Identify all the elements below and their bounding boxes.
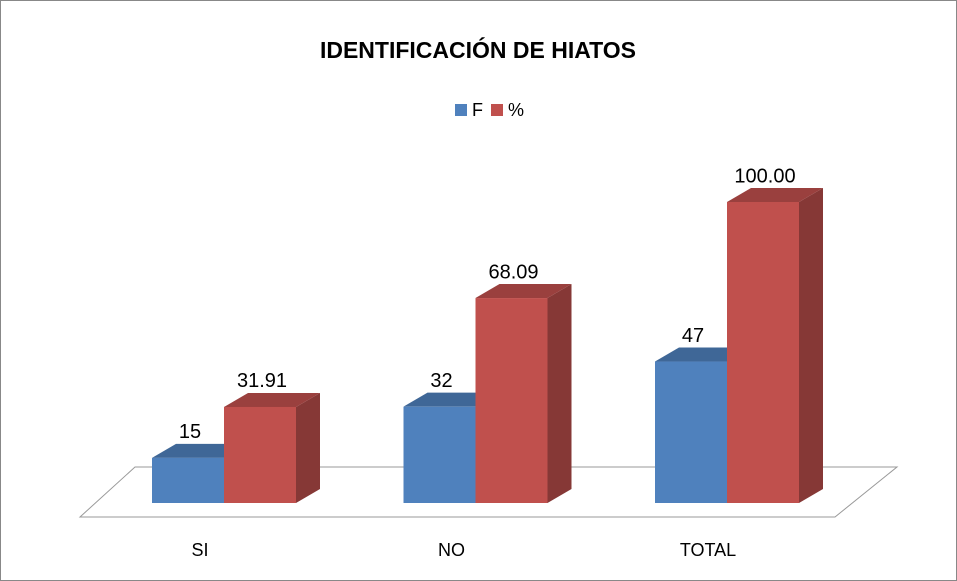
data-label: 15 [179, 421, 201, 443]
bar [655, 361, 727, 503]
bar [224, 406, 296, 503]
x-tick-label: NO [438, 540, 465, 560]
bar [727, 202, 799, 503]
bar-side [296, 392, 320, 503]
bar-top [475, 284, 572, 299]
legend-swatch [491, 104, 503, 116]
bar-side [799, 188, 823, 503]
x-tick-label: TOTAL [680, 540, 736, 560]
legend-swatch [455, 104, 467, 116]
legend-label: F [472, 100, 483, 120]
chart-title: IDENTIFICACIÓN DE HIATOS [320, 36, 636, 63]
data-label: 68.09 [488, 261, 538, 283]
data-label: 32 [430, 370, 452, 392]
bar [152, 457, 224, 503]
bar [403, 406, 476, 503]
bar-top [727, 188, 823, 202]
bar-side [547, 284, 572, 503]
data-label: 31.91 [237, 370, 287, 392]
x-tick-label: SI [191, 540, 208, 560]
data-label: 47 [682, 325, 704, 347]
bar [475, 298, 548, 503]
bar-top [224, 392, 320, 407]
data-label: 100.00 [734, 165, 795, 187]
legend-label: % [508, 100, 524, 120]
